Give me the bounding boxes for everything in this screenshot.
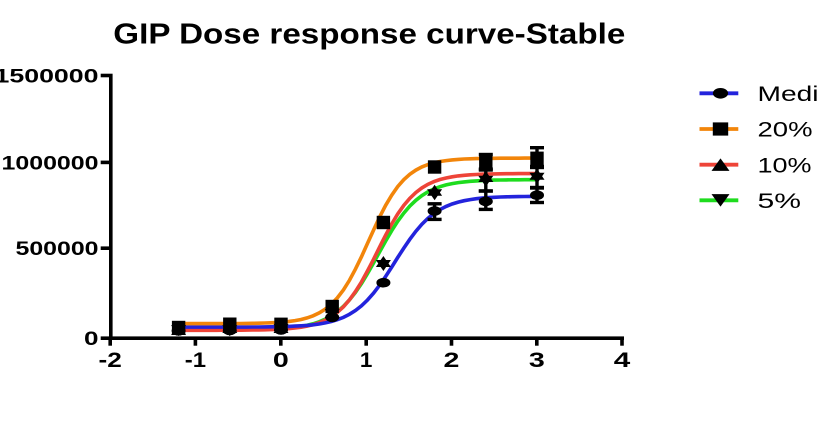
svg-text:3: 3 (529, 349, 545, 372)
svg-text:10%: 10% (758, 153, 812, 177)
svg-text:Medi: Medi (758, 82, 817, 106)
svg-text:0: 0 (84, 328, 99, 350)
svg-text:5%: 5% (758, 189, 802, 213)
svg-text:2: 2 (444, 349, 460, 372)
svg-text:4: 4 (614, 349, 631, 372)
svg-text:-1: -1 (185, 349, 207, 372)
svg-text:1500000: 1500000 (0, 65, 99, 87)
svg-text:1: 1 (360, 349, 373, 372)
svg-text:20%: 20% (758, 118, 813, 142)
svg-text:-2: -2 (99, 349, 122, 372)
svg-text:0: 0 (273, 349, 289, 372)
svg-text:GIP Dose response curve-Stable: GIP Dose response curve-Stable (113, 19, 625, 51)
svg-text:1000000: 1000000 (2, 152, 99, 174)
svg-text:500000: 500000 (16, 238, 99, 260)
